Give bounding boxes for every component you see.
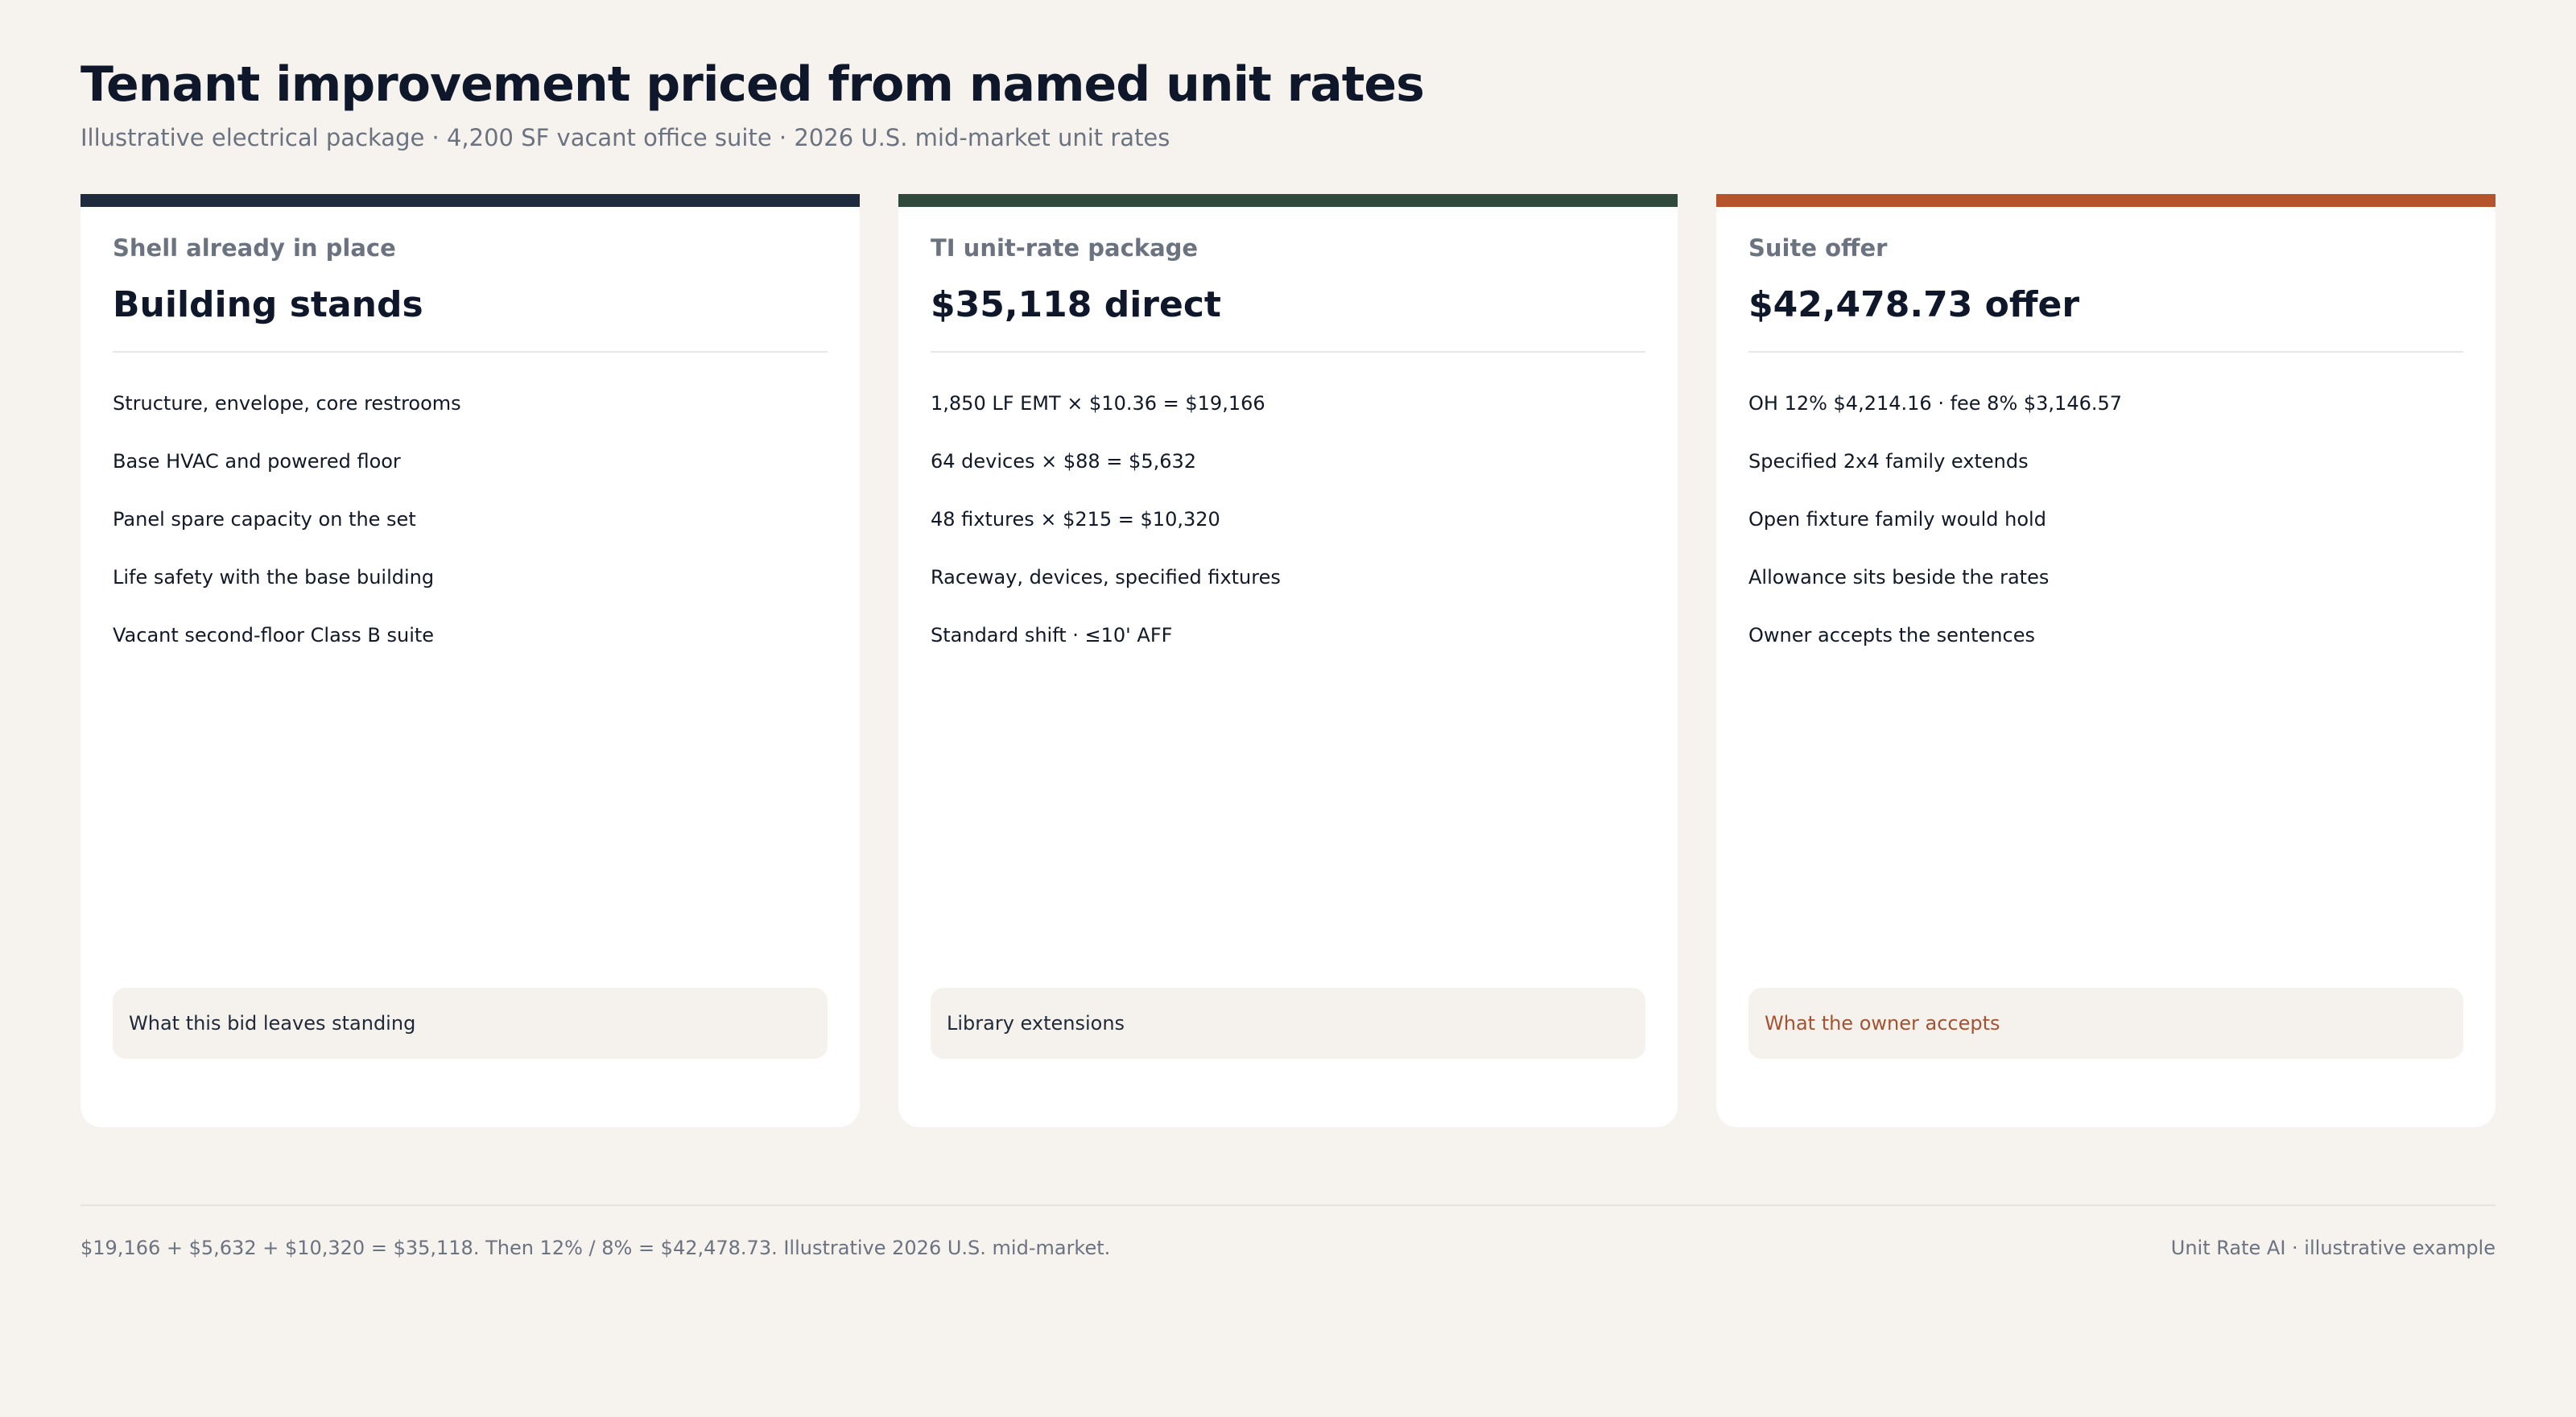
card: TI unit-rate package $35,118 direct 1,850 … (898, 194, 1678, 1127)
card-item: Owner accepts the sentences (1748, 624, 2035, 647)
card-item: OH 12% $4,214.16 · fee 8% $3,146.57 (1748, 392, 2123, 415)
card-item: Allowance sits beside the rates (1748, 566, 2050, 589)
card: Shell already in place Building stands Str… (80, 194, 860, 1127)
card-accent-bar (80, 194, 860, 207)
card-item: Open fixture family would hold (1748, 508, 2046, 531)
card-accent-bar (898, 194, 1678, 207)
card-item: Base HVAC and powered floor (113, 450, 401, 473)
card-label: TI unit-rate package (931, 234, 1199, 262)
card: Suite offer $42,478.73 offer OH 12% $4,214… (1716, 194, 2496, 1127)
card-note: Library extensions (931, 988, 1645, 1059)
card-item: Raceway, devices, specified fixtures (931, 566, 1281, 589)
card-label: Suite offer (1748, 234, 1888, 262)
footer-credit: Unit Rate AI · illustrative example (2170, 1237, 2496, 1259)
footer-rule (80, 1204, 2496, 1206)
card-item: Vacant second-floor Class B suite (113, 624, 435, 647)
card-item: Specified 2x4 family extends (1748, 450, 2029, 473)
title: Tenant improvement priced from named uni… (80, 56, 1425, 113)
card-item: Structure, envelope, core restrooms (113, 392, 461, 415)
footer-note: $19,166 + $5,632 + $10,320 = $35,118. Th… (80, 1237, 1111, 1259)
card-heading: $42,478.73 offer (1748, 284, 2080, 325)
card-item: Panel spare capacity on the set (113, 508, 416, 531)
card-note: What this bid leaves standing (113, 988, 828, 1059)
card-item: 64 devices × $88 = $5,632 (931, 450, 1197, 473)
card-divider (113, 351, 828, 353)
card-divider (1748, 351, 2463, 353)
card-label: Shell already in place (113, 234, 396, 262)
card-item: 1,850 LF EMT × $10.36 = $19,166 (931, 392, 1265, 415)
card-item: Life safety with the base building (113, 566, 435, 589)
card-divider (931, 351, 1645, 353)
card-heading: Building stands (113, 284, 423, 325)
card-accent-bar (1716, 194, 2496, 207)
card-item: 48 fixtures × $215 = $10,320 (931, 508, 1220, 531)
card-heading: $35,118 direct (931, 284, 1221, 325)
subtitle: Illustrative electrical package · 4,200 … (80, 124, 1170, 151)
card-item: Standard shift · ≤10' AFF (931, 624, 1173, 647)
card-note: What the owner accepts (1748, 988, 2463, 1059)
